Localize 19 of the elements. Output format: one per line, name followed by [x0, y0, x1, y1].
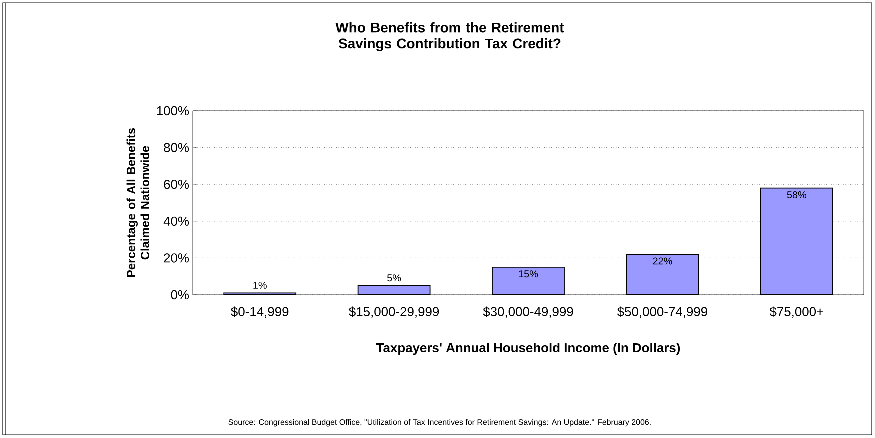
x-tick-label: $15,000-29,999	[349, 306, 440, 318]
data-label: 5%	[388, 274, 402, 282]
y-tick-label: 20%	[164, 254, 190, 263]
y-tick-label: 0%	[171, 290, 190, 300]
y-axis-title: Percentage of All Benefits Claimed Nationwide	[126, 128, 150, 278]
data-label: 1%	[254, 282, 267, 289]
y-tick-label: 80%	[164, 143, 190, 152]
x-tick-label: $0-14,999	[231, 306, 289, 318]
data-label: 22%	[653, 258, 672, 265]
y-tick-label: 100%	[157, 106, 190, 116]
data-label: 15%	[519, 270, 538, 278]
x-axis-title: Taxpayers' Annual Household Income (In Dollars)	[376, 343, 680, 356]
data-label: 58%	[787, 191, 807, 199]
y-tick-label: 40%	[164, 216, 190, 226]
chart-title: Who Benefits from the Retirement Savings Contribution Tax Credit?	[336, 22, 564, 52]
y-tick-label: 60%	[164, 180, 190, 190]
x-tick-label: $75,000+	[770, 306, 824, 318]
x-tick-label: $50,000-74,999	[617, 306, 708, 318]
x-tick-label: $30,000-49,999	[483, 306, 574, 318]
